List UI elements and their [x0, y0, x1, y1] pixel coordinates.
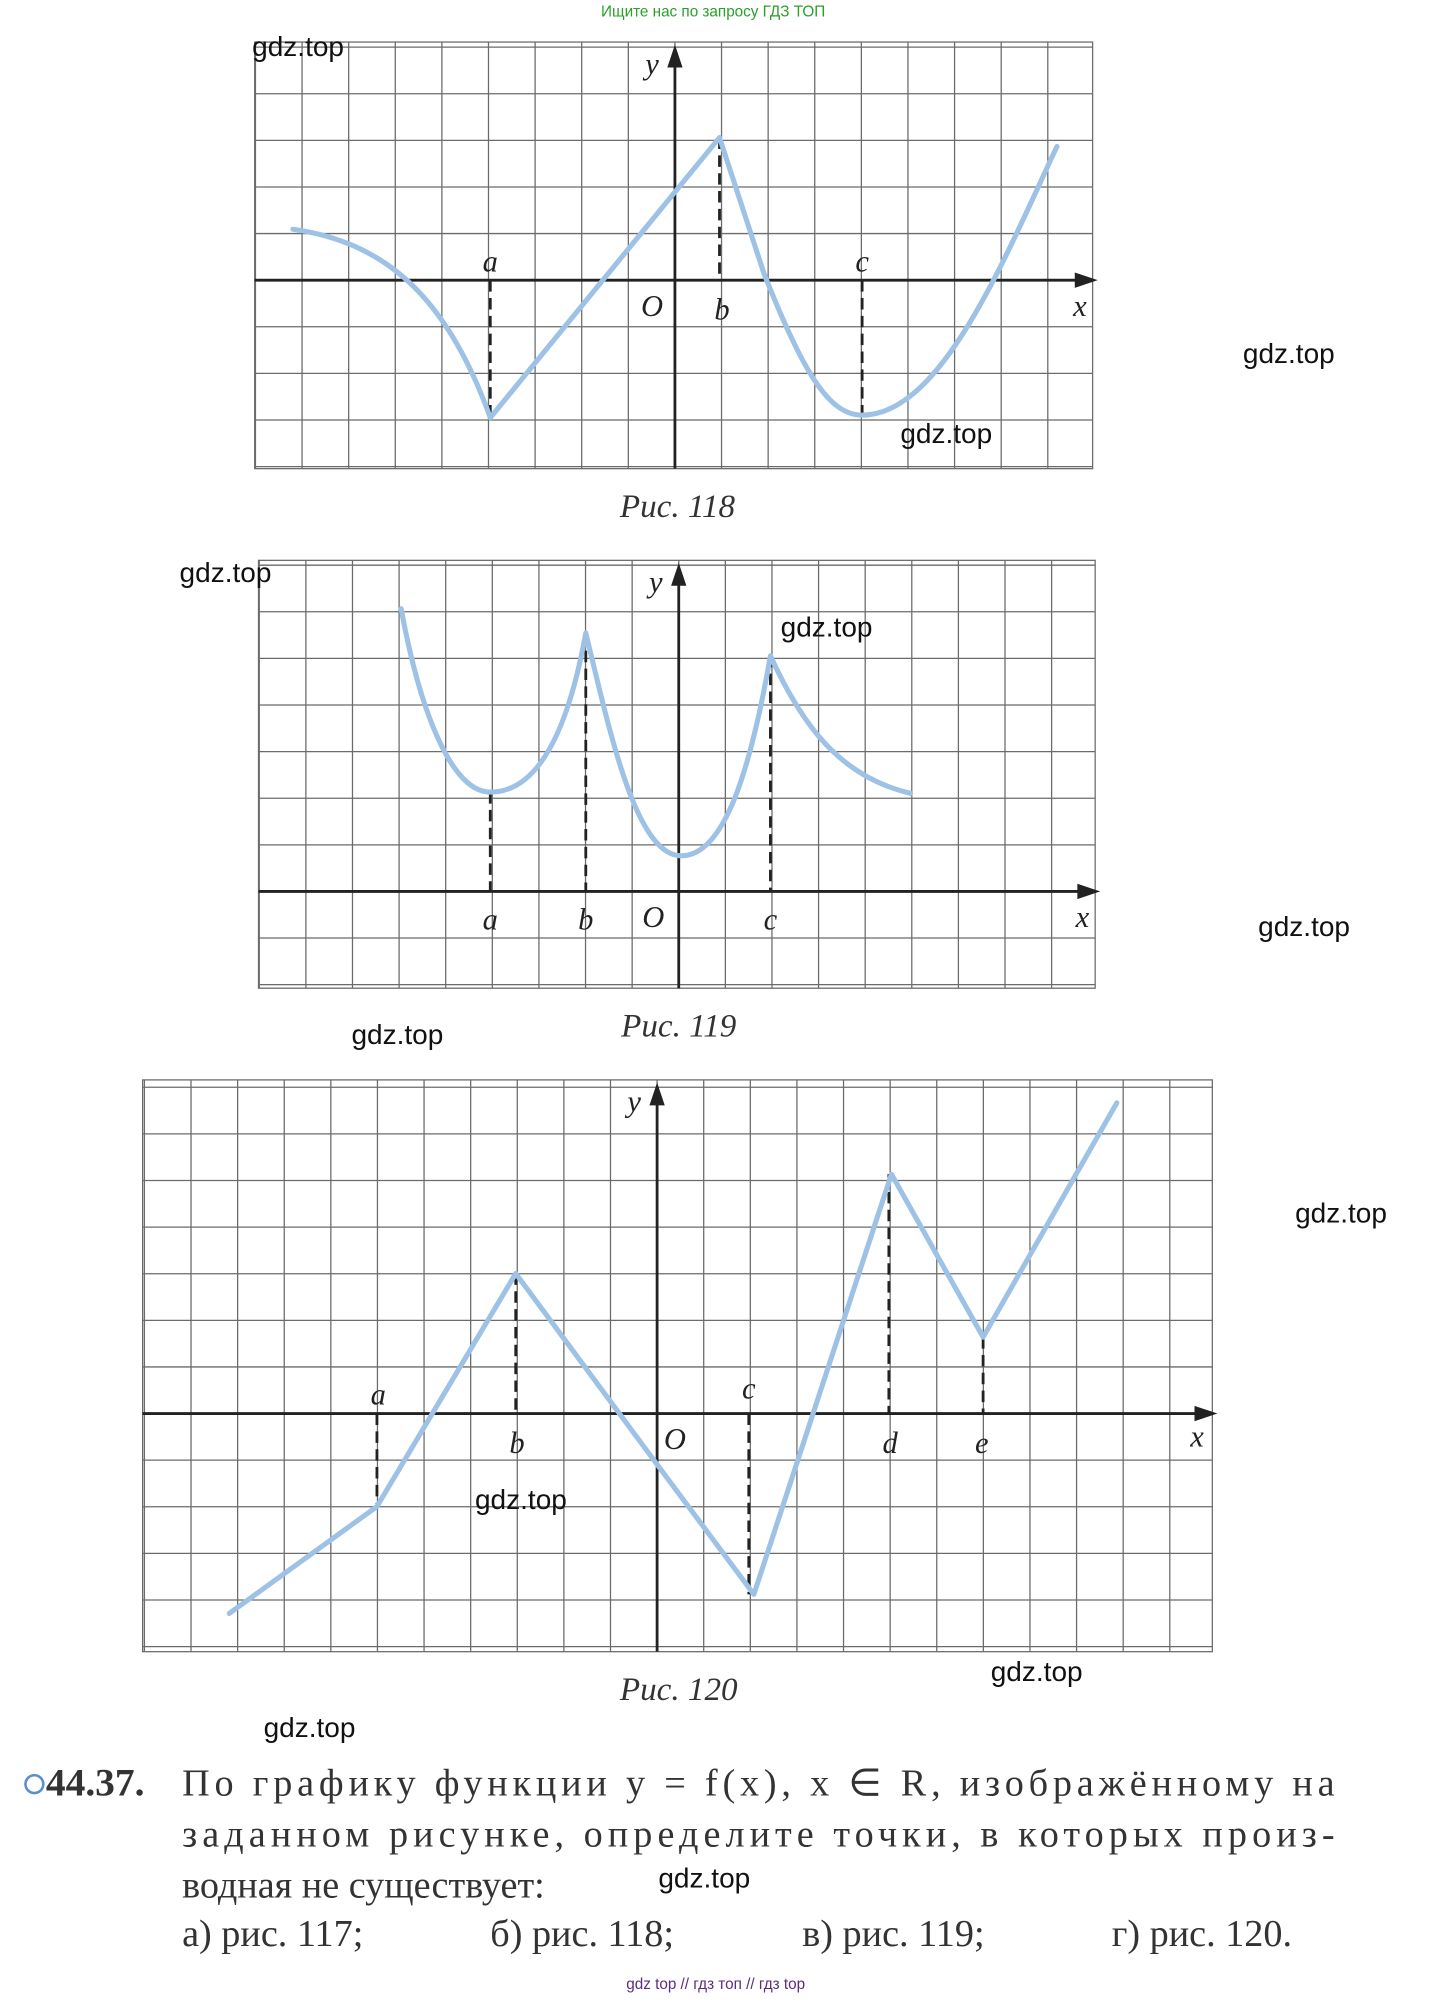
point-label: d: [883, 1426, 899, 1460]
y-arrow: [649, 1082, 665, 1106]
grid: [142, 1079, 1213, 1652]
function-graph: [290, 135, 1060, 421]
function-graph: [398, 606, 914, 859]
figure-caption: Рис. 118: [619, 489, 736, 525]
y-arrow: [671, 562, 687, 586]
option: б) рис. 118;: [490, 1913, 674, 1955]
axis-label: y: [624, 1085, 641, 1119]
x-arrow: [1194, 1405, 1218, 1422]
figure: [141, 1079, 1218, 1653]
point-label: c: [764, 903, 778, 937]
point-label: a: [483, 903, 498, 937]
point-label: e: [975, 1426, 989, 1460]
watermark: gdz.top: [900, 418, 992, 449]
option: г) рис. 120.: [1112, 1913, 1292, 1955]
option: в) рис. 119;: [802, 1913, 984, 1955]
watermark: gdz.top: [991, 1656, 1083, 1687]
x-arrow: [1074, 272, 1098, 288]
problem-line: По графику функции y = f(x), x ∈ R, изоб…: [182, 1763, 1335, 1805]
figure-caption: Рис. 120: [619, 1672, 738, 1708]
frame: [257, 559, 1096, 989]
point-label: a: [483, 244, 498, 278]
point-label: b: [578, 903, 593, 937]
figure: [254, 41, 1098, 470]
watermark: gdz.top: [1258, 911, 1350, 942]
search-hint: Ищите нас по запросу ГДЗ ТОП: [601, 4, 825, 21]
x-arrow: [1077, 883, 1101, 900]
point-label: a: [371, 1378, 386, 1412]
axis-label: y: [646, 565, 663, 599]
problem-number: 44.37.: [46, 1761, 145, 1805]
figures: [141, 41, 1218, 1653]
point-label: b: [509, 1426, 524, 1460]
watermark: gdz.top: [658, 1862, 750, 1893]
axis-label: x: [1075, 900, 1090, 934]
point-label: c: [742, 1371, 756, 1405]
footer-links: gdz top // гдз топ // гдз top: [626, 1976, 805, 1993]
problem-line: заданном рисунке, определите точки, в ко…: [182, 1814, 1334, 1856]
watermark: gdz.top: [1243, 338, 1335, 369]
origin-label: O: [664, 1422, 686, 1456]
point-label: c: [855, 244, 869, 278]
watermark: gdz.top: [781, 612, 873, 643]
problem-line: водная не существует:: [182, 1864, 545, 1906]
axis-label: x: [1072, 289, 1087, 323]
y-arrow: [667, 44, 683, 68]
watermark: gdz.top: [475, 1484, 567, 1515]
watermark: gdz.top: [180, 557, 272, 588]
option: а) рис. 117;: [182, 1913, 363, 1955]
grid: [258, 560, 1096, 989]
axis-label: x: [1189, 1420, 1204, 1454]
function-graph: [226, 1100, 1120, 1617]
watermark: gdz.top: [1295, 1198, 1387, 1229]
origin-label: O: [642, 900, 664, 934]
origin-label: O: [641, 289, 663, 323]
texts: a b c O x y Рис. 118 a b c O x y Рис. 119 a b c d e O x y Рис.…: [46, 4, 1387, 1994]
axis-label: y: [642, 47, 659, 81]
frame: [141, 1079, 1213, 1653]
watermark: gdz.top: [252, 31, 344, 62]
problem-marker: [24, 1773, 45, 1795]
figure: [257, 559, 1101, 989]
point-label: b: [714, 293, 729, 327]
watermark: gdz.top: [264, 1712, 356, 1743]
watermark: gdz.top: [351, 1019, 443, 1050]
figure-caption: Рис. 119: [620, 1009, 737, 1045]
